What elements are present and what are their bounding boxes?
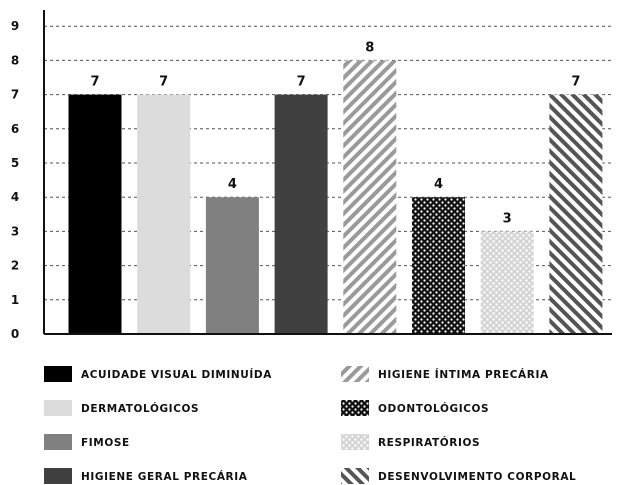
bar <box>274 94 328 334</box>
y-tick-label: 9 <box>11 19 19 33</box>
legend-swatch <box>341 400 369 416</box>
data-label: 4 <box>434 177 443 192</box>
data-labels: 7 7 4 7 8 4 3 7 <box>90 40 580 226</box>
legend-swatch <box>341 366 369 382</box>
grid-lines <box>44 25 612 301</box>
y-tick-label: 0 <box>11 327 19 341</box>
legend-swatch <box>341 468 369 484</box>
legend-label: ODONTOLÓGICOS <box>378 402 489 415</box>
legend-label: FIMOSE <box>81 437 130 449</box>
legend-label: DESENVOLVIMENTO CORPORAL <box>378 471 576 483</box>
y-tick-label: 2 <box>11 259 19 273</box>
legend: ACUIDADE VISUAL DIMINUÍDA DERMATOLÓGICOS F… <box>44 366 576 484</box>
y-tick-label: 7 <box>11 88 19 102</box>
data-label: 7 <box>90 75 99 90</box>
y-tick-label: 3 <box>11 224 19 238</box>
legend-label: DERMATOLÓGICOS <box>81 402 199 415</box>
legend-swatch <box>341 434 369 450</box>
legend-swatch <box>44 434 72 450</box>
bar <box>343 60 397 335</box>
bar <box>68 94 122 334</box>
bars <box>68 60 603 335</box>
legend-swatch <box>44 468 72 484</box>
data-label: 7 <box>571 75 580 90</box>
y-tick-label: 5 <box>11 156 19 170</box>
bar <box>205 197 259 334</box>
y-tick-label: 4 <box>11 190 19 204</box>
bar <box>549 94 603 334</box>
y-tick-label: 6 <box>11 122 19 136</box>
legend-swatch <box>44 400 72 416</box>
legend-label: ACUIDADE VISUAL DIMINUÍDA <box>81 368 272 381</box>
legend-label: HIGIENE ÍNTIMA PRECÁRIA <box>378 368 549 381</box>
y-tick-label: 1 <box>11 293 19 307</box>
data-label: 7 <box>297 75 306 90</box>
bar <box>137 94 191 334</box>
legend-label: RESPIRATÓRIOS <box>378 436 480 449</box>
data-label: 3 <box>503 211 512 226</box>
data-label: 7 <box>159 75 168 90</box>
data-label: 4 <box>228 177 237 192</box>
bar <box>412 197 465 334</box>
legend-label: HIGIENE GERAL PRECÁRIA <box>81 470 248 483</box>
bar <box>480 231 534 334</box>
data-label: 8 <box>365 40 374 55</box>
axes <box>43 10 612 335</box>
y-tick-labels: 0 1 2 3 4 5 6 7 8 9 <box>11 19 19 341</box>
y-tick-label: 8 <box>11 53 19 67</box>
legend-swatch <box>44 366 72 382</box>
